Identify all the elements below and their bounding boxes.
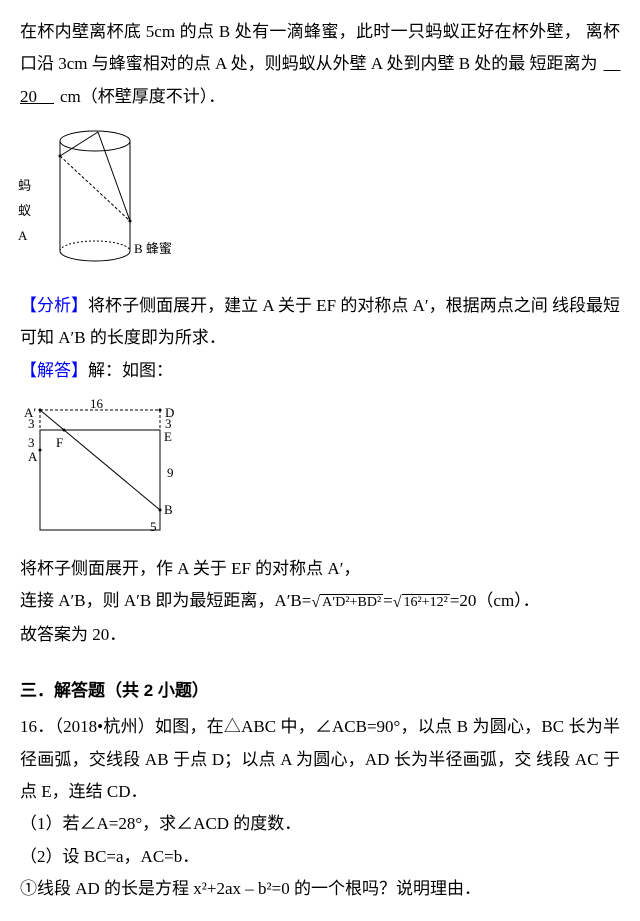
- intro-line3-pre: 短距离为: [530, 54, 598, 73]
- q16-p3: ①线段 AD 的长是方程 x²+2ax – b²=0 的一个根吗？说明理由．: [20, 873, 620, 905]
- unfold-diagram: 16 A′ D 3 3 3 F E A 9 B 5: [20, 395, 190, 545]
- d2-top16: 16: [90, 392, 103, 417]
- sqrt1: A′D²+BD²: [320, 594, 383, 612]
- honey-label: B 蜂蜜: [134, 237, 172, 262]
- eq: =: [383, 591, 393, 610]
- q16-block: 16．（2018•杭州）如图，在△ABC 中，∠ACB=90°，以点 B 为圆心…: [20, 711, 620, 808]
- solution-label: 【解答】: [20, 361, 88, 380]
- analysis-label: 【分析】: [20, 296, 88, 315]
- radic-icon-2: √: [393, 594, 402, 611]
- d2-f: F: [56, 431, 63, 456]
- sqrt2: 16²+12²: [402, 594, 450, 612]
- d2-e: E: [164, 425, 172, 450]
- intro-text: 在杯内壁离杯底 5cm 的点 B 处有一滴蜂蜜，此时一只蚂蚁正好在杯外壁， 离杯…: [20, 16, 620, 113]
- sol-line2-pre: 连接 A′B，则 A′B 即为最短距离，A′B=: [20, 591, 311, 610]
- q16-l1: 16．（2018•杭州）如图，在△ABC 中，∠ACB=90°，以点 B 为圆心…: [20, 717, 564, 736]
- analysis-block: 【分析】将杯子侧面展开，建立 A 关于 EF 的对称点 A′，根据两点之间 线段…: [20, 290, 620, 355]
- analysis-text1: 将杯子侧面展开，建立 A 关于 EF 的对称点 A′，根据两点之间: [88, 296, 548, 315]
- intro-line1: 在杯内壁离杯底 5cm 的点 B 处有一滴蜂蜜，此时一只蚂蚁正好在杯外壁，: [20, 22, 581, 41]
- d2-5: 5: [150, 515, 157, 540]
- q16-p2: （2）设 BC=a，AC=b．: [20, 841, 620, 873]
- cylinder-diagram: 蚂蚁A B 蜂蜜: [20, 121, 620, 282]
- sol-line3: 故答案为 20．: [20, 619, 620, 651]
- d2-a: A: [28, 445, 37, 470]
- sol-line1: 将杯子侧面展开，作 A 关于 EF 的对称点 A′，: [20, 553, 620, 585]
- solution-body: 将杯子侧面展开，作 A 关于 EF 的对称点 A′， 连接 A′B，则 A′B …: [20, 553, 620, 651]
- radic-icon: √: [311, 594, 320, 611]
- solution-intro: 【解答】解：如图：: [20, 355, 620, 387]
- sol-line2-post: =20（cm）．: [450, 591, 540, 610]
- d2-9: 9: [167, 461, 174, 486]
- sol-line2: 连接 A′B，则 A′B 即为最短距离，A′B=√A′D²+BD²=√16²+1…: [20, 585, 620, 618]
- solution-intro-text: 解：如图：: [88, 361, 173, 380]
- ant-label: 蚂蚁A: [18, 174, 31, 248]
- d2-b: B: [164, 498, 173, 523]
- section-heading: 三．解答题（共 2 小题）: [20, 675, 620, 707]
- intro-line3-post: cm（杯壁厚度不计）．: [60, 87, 225, 106]
- q16-p1: （1）若∠A=28°，求∠ACD 的度数．: [20, 808, 620, 840]
